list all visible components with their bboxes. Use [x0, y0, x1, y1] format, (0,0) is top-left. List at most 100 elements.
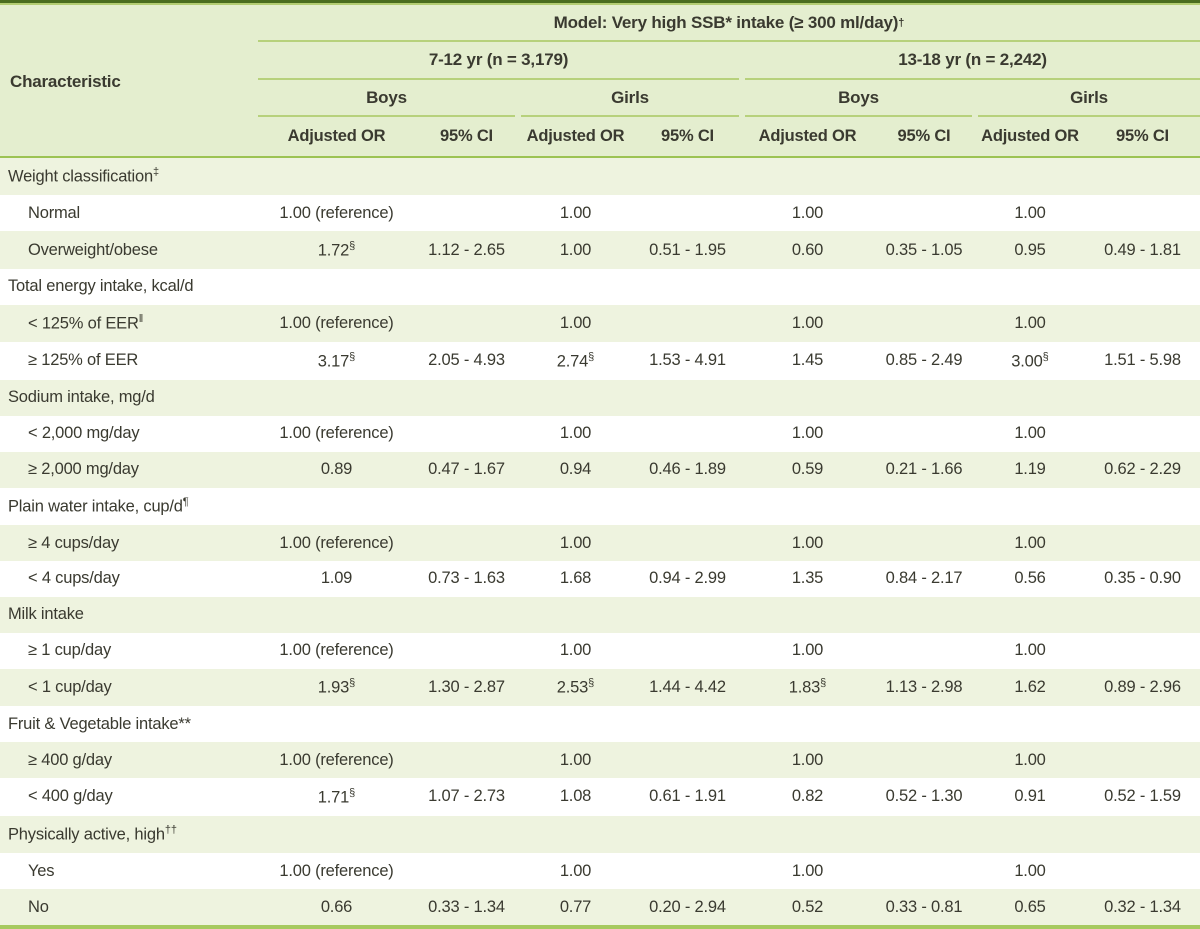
value-cell: 0.51 - 1.95 [649, 240, 726, 259]
significance-sup: § [588, 350, 595, 363]
value-cell: 3.00§ [1011, 350, 1049, 371]
age-group-7-12: 7-12 yr (n = 3,179) [258, 42, 739, 80]
value-cell: 0.35 - 1.05 [885, 240, 963, 259]
data-row: ≥ 400 g/day 1.00 (reference) 1.00 1.00 1.00 [0, 742, 1200, 779]
value-cell: 0.52 [791, 897, 824, 916]
row-label: < 125% of EER‖ [28, 313, 144, 333]
section-row: Milk intake [0, 596, 1200, 633]
value-cell: 1.09 [320, 569, 353, 588]
row-label: Weight classification‡ [8, 166, 160, 186]
significance-sup: § [349, 677, 356, 690]
value-cell: 0.52 - 1.30 [885, 787, 963, 806]
data-row: < 2,000 mg/day 1.00 (reference) 1.00 1.00 1.… [0, 415, 1200, 452]
value-cell: 1.00 [791, 533, 824, 552]
row-label: No [28, 897, 49, 916]
model-title-text: Model: Very high SSB* intake (≥ 300 ml/d… [553, 12, 899, 32]
top-accent-line [0, 3, 1200, 5]
age-group-13-18: 13-18 yr (n = 2,242) [745, 42, 1200, 80]
section-row: Sodium intake, mg/d [0, 379, 1200, 416]
value-cell: 0.91 [1014, 787, 1046, 806]
row-label: Plain water intake, cup/d¶ [8, 496, 189, 516]
value-cell: 1.00 [791, 641, 824, 660]
value-cell: 1.35 [791, 569, 824, 588]
row-label: Yes [28, 861, 55, 880]
value-cell: 0.62 - 2.29 [1104, 460, 1181, 479]
value-cell: 0.94 [559, 460, 592, 479]
col-header-adjusted-or: Adjusted OR [758, 127, 857, 145]
row-label: < 4 cups/day [28, 569, 120, 588]
significance-sup: § [820, 677, 827, 690]
significance-sup: § [349, 350, 356, 363]
model-title: Model: Very high SSB* intake (≥ 300 ml/d… [258, 5, 1200, 42]
row-label: < 2,000 mg/day [28, 424, 140, 443]
sex-group-girls-7-12: Girls [521, 80, 739, 117]
value-cell: 0.35 - 0.90 [1104, 569, 1181, 588]
sex-group-boys-13-18: Boys [745, 80, 972, 117]
value-cell: 0.52 - 1.59 [1104, 787, 1181, 806]
row-label: Overweight/obese [28, 240, 158, 259]
data-row: < 125% of EER‖ 1.00 (reference) 1.00 1.00 1.… [0, 304, 1200, 343]
row-label-sup: †† [164, 824, 178, 837]
row-label-sup: ¶ [182, 496, 189, 509]
value-cell: 0.61 - 1.91 [649, 787, 726, 806]
value-cell: 1.00 (reference) [279, 314, 394, 333]
row-label: Fruit & Vegetable intake** [8, 714, 191, 733]
data-row: ≥ 4 cups/day 1.00 (reference) 1.00 1.00 1.00 [0, 525, 1200, 561]
value-cell: 1.51 - 5.98 [1104, 351, 1181, 370]
row-label: Milk intake [8, 605, 84, 624]
value-cell: 0.94 - 2.99 [649, 569, 726, 588]
value-cell: 1.00 (reference) [279, 641, 394, 660]
row-label-sup: ‖ [138, 313, 144, 326]
data-row: ≥ 1 cup/day 1.00 (reference) 1.00 1.00 1.00 [0, 632, 1200, 669]
section-row: Physically active, high†† [0, 815, 1200, 854]
value-cell: 1.13 - 2.98 [885, 678, 963, 697]
data-row: Normal 1.00 (reference) 1.00 1.00 1.00 [0, 195, 1200, 232]
model-title-row: Model: Very high SSB* intake (≥ 300 ml/d… [0, 5, 1200, 42]
section-row: Total energy intake, kcal/d [0, 268, 1200, 305]
value-cell: 1.53 - 4.91 [649, 351, 726, 370]
row-label: Physically active, high†† [8, 824, 178, 844]
row-label: < 400 g/day [28, 787, 113, 806]
value-cell: 0.73 - 1.63 [428, 569, 505, 588]
header-underline [0, 156, 1200, 158]
value-cell: 3.17§ [317, 350, 356, 371]
value-cell: 2.05 - 4.93 [428, 351, 505, 370]
value-cell: 1.93§ [317, 677, 356, 697]
row-label: ≥ 2,000 mg/day [28, 460, 139, 479]
value-cell: 1.00 [791, 314, 824, 333]
value-cell: 1.00 (reference) [279, 533, 394, 552]
value-cell: 0.95 [1014, 240, 1046, 259]
data-row: < 1 cup/day 1.93§ 1.30 - 2.87 2.53§ 1.44 - 4… [0, 668, 1200, 707]
value-cell: 1.30 - 2.87 [428, 678, 505, 697]
value-cell: 0.89 [320, 460, 353, 479]
value-cell: 1.83§ [788, 677, 827, 697]
value-cell: 0.85 - 2.49 [885, 351, 963, 370]
value-cell: 0.66 [320, 897, 353, 916]
significance-sup: § [1042, 350, 1049, 363]
col-header-adjusted-or: Adjusted OR [526, 127, 625, 145]
value-cell: 1.00 (reference) [279, 203, 394, 222]
col-header-95ci: 95% CI [661, 127, 714, 145]
value-cell: 0.32 - 1.34 [1104, 897, 1181, 916]
value-cell: 1.07 - 2.73 [428, 787, 505, 806]
row-label: ≥ 125% of EER [28, 351, 139, 370]
row-label: Total energy intake, kcal/d [8, 277, 194, 296]
value-cell: 0.60 [791, 240, 824, 259]
value-cell: 1.00 [1014, 750, 1046, 769]
value-cell: 1.00 [791, 203, 824, 222]
value-cell: 1.00 [559, 533, 592, 552]
value-cell: 1.00 [1014, 861, 1046, 880]
significance-sup: § [588, 677, 595, 690]
significance-sup: § [349, 786, 356, 799]
value-cell: 1.00 [559, 314, 592, 333]
value-cell: 0.21 - 1.66 [885, 460, 963, 479]
value-cell: 0.65 [1014, 897, 1046, 916]
value-cell: 1.00 [1014, 533, 1046, 552]
col-header-adjusted-or: Adjusted OR [287, 127, 386, 145]
section-row: Fruit & Vegetable intake** [0, 706, 1200, 743]
value-cell: 1.00 [791, 861, 824, 880]
row-label-sup: ‡ [152, 166, 160, 179]
significance-sup: § [349, 239, 356, 252]
col-header-adjusted-or: Adjusted OR [981, 127, 1079, 145]
